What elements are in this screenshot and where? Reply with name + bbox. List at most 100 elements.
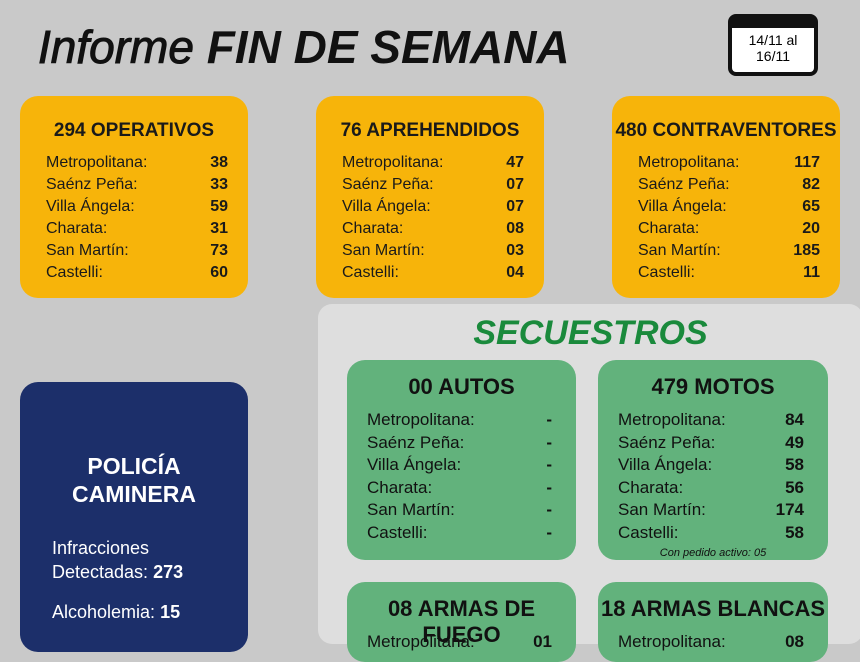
header-title: Informe FIN DE SEMANA — [38, 20, 570, 74]
card-row: Metropolitana: 38 — [46, 154, 228, 172]
row-label: Metropolitana: — [342, 154, 444, 171]
row-label: San Martín: — [342, 242, 425, 259]
calendar-bar — [732, 18, 814, 28]
card-row: San Martín: 73 — [46, 242, 228, 260]
card: 76 APREHENDIDOS Metropolitana: 47 Saénz Peñ… — [316, 96, 544, 298]
card-row: Castelli: 11 — [638, 264, 820, 282]
card-title: 00 AUTOS — [408, 374, 515, 399]
card-row: Villa Ángela: 58 — [618, 455, 804, 475]
row-value: 08 — [785, 632, 804, 651]
row-label: San Martín: — [638, 242, 721, 259]
row-value: 58 — [785, 522, 804, 542]
caminera-value: 15 — [160, 602, 181, 622]
card-row: Metropolitana: 117 — [638, 154, 820, 172]
row-value: - — [546, 432, 552, 452]
card-row: Charata: 08 — [342, 220, 524, 238]
card-row: Saénz Peña: 07 — [342, 176, 524, 194]
dates: 14/11 al 16/11 — [732, 32, 814, 64]
calendar: 14/11 al 16/11 — [728, 14, 818, 76]
row-value: 20 — [802, 220, 820, 237]
row-label: Saénz Peña: — [342, 176, 434, 193]
row-value: 185 — [793, 242, 820, 259]
row-value: 56 — [785, 477, 804, 497]
row-label: Charata: — [46, 220, 108, 237]
row-label: Metropolitana: — [618, 632, 726, 651]
card: 18 ARMAS BLANCAS Metropolitana: 08 — [598, 582, 828, 662]
row-label: Villa Ángela: — [638, 198, 727, 215]
card-row: Metropolitana: 01 — [367, 632, 552, 652]
card-title: 294 OPERATIVOS — [53, 120, 215, 141]
row-label: Metropolitana: — [618, 410, 726, 429]
row-value: 60 — [210, 264, 228, 281]
row-label: Villa Ángela: — [367, 455, 462, 474]
row-label: Charata: — [618, 477, 684, 497]
date-from: 14/11 al — [748, 32, 798, 48]
row-label: Castelli: — [342, 264, 399, 281]
caminera-row: Alcoholemia: 15 — [52, 602, 180, 623]
card-row: Metropolitana: 08 — [618, 632, 804, 652]
row-label: Saénz Peña: — [367, 432, 465, 452]
card-row: Saénz Peña: - — [367, 433, 552, 453]
row-value: 07 — [506, 176, 524, 193]
card-row: San Martín: 185 — [638, 242, 820, 260]
row-label: Charata: — [367, 477, 433, 497]
row-value: 38 — [210, 154, 228, 171]
row-label: Castelli: — [46, 264, 103, 281]
row-value: 59 — [210, 198, 228, 215]
row-label: Metropolitana: — [367, 410, 475, 429]
card-row: Villa Ángela: - — [367, 455, 552, 475]
row-label: Villa Ángela: — [46, 198, 135, 215]
card: 08 ARMAS DE FUEGO Metropolitana: 01 — [347, 582, 576, 662]
card-row: Charata: 56 — [618, 478, 804, 498]
row-label: San Martín: — [367, 500, 455, 519]
row-value: 84 — [785, 410, 804, 429]
caminera-label: Alcoholemia: — [52, 602, 156, 622]
caminera-label: Detectadas: — [52, 562, 149, 582]
row-label: Saénz Peña: — [618, 432, 716, 452]
row-value: 73 — [210, 242, 228, 259]
row-value: 47 — [506, 154, 524, 171]
row-value: - — [546, 455, 552, 474]
card-row: Charata: 31 — [46, 220, 228, 238]
card: 00 AUTOS Metropolitana: - Saénz Peña: - Villa… — [347, 360, 576, 560]
page: Informe FIN DE SEMANA 14/11 al 16/11 SEC… — [20, 14, 860, 662]
row-label: Castelli: — [618, 522, 679, 542]
row-value: - — [546, 410, 552, 429]
row-label: San Martín: — [618, 500, 706, 519]
card-row: Metropolitana: 84 — [618, 410, 804, 430]
row-label: Metropolitana: — [46, 154, 148, 171]
card-row: Villa Ángela: 65 — [638, 198, 820, 216]
row-value: 33 — [210, 176, 228, 193]
row-label: Villa Ángela: — [342, 198, 431, 215]
card-row: Castelli: 04 — [342, 264, 524, 282]
row-value: 174 — [775, 500, 804, 519]
title-main: FIN DE SEMANA — [206, 21, 570, 73]
row-label: Villa Ángela: — [618, 455, 713, 474]
row-value: 11 — [803, 264, 820, 281]
card: 480 CONTRAVENTORES Metropolitana: 117 Saénz… — [612, 96, 840, 298]
card-row: Castelli: 58 — [618, 523, 804, 543]
row-label: Castelli: — [367, 522, 428, 542]
row-value: 117 — [794, 154, 820, 171]
card-title: 76 APREHENDIDOS — [340, 120, 520, 141]
row-value: 03 — [506, 242, 524, 259]
caminera-value: 273 — [153, 562, 184, 582]
card-row: San Martín: 03 — [342, 242, 524, 260]
caminera-card: POLICÍA CAMINERA Infracciones Detectadas… — [20, 382, 248, 652]
row-label: San Martín: — [46, 242, 129, 259]
secuestros-title: SECUESTROS — [473, 314, 708, 352]
row-label: Charata: — [342, 220, 404, 237]
caminera-label: Infracciones — [52, 538, 150, 558]
card-row: Villa Ángela: 07 — [342, 198, 524, 216]
card-title: 479 MOTOS — [651, 374, 775, 399]
row-value: 58 — [785, 455, 804, 474]
card-row: San Martín: 174 — [618, 500, 804, 520]
caminera-title: POLICÍA CAMINERA — [20, 452, 248, 508]
card-row: Metropolitana: - — [367, 410, 552, 430]
row-value: 82 — [802, 176, 820, 193]
caminera-title-line: CAMINERA — [72, 481, 196, 507]
row-label: Metropolitana: — [367, 632, 475, 651]
card-row: Castelli: - — [367, 523, 552, 543]
card: 479 MOTOS Metropolitana: 84 Saénz Peña: 49 Vi… — [598, 360, 828, 560]
title-prefix: Informe — [38, 21, 195, 74]
